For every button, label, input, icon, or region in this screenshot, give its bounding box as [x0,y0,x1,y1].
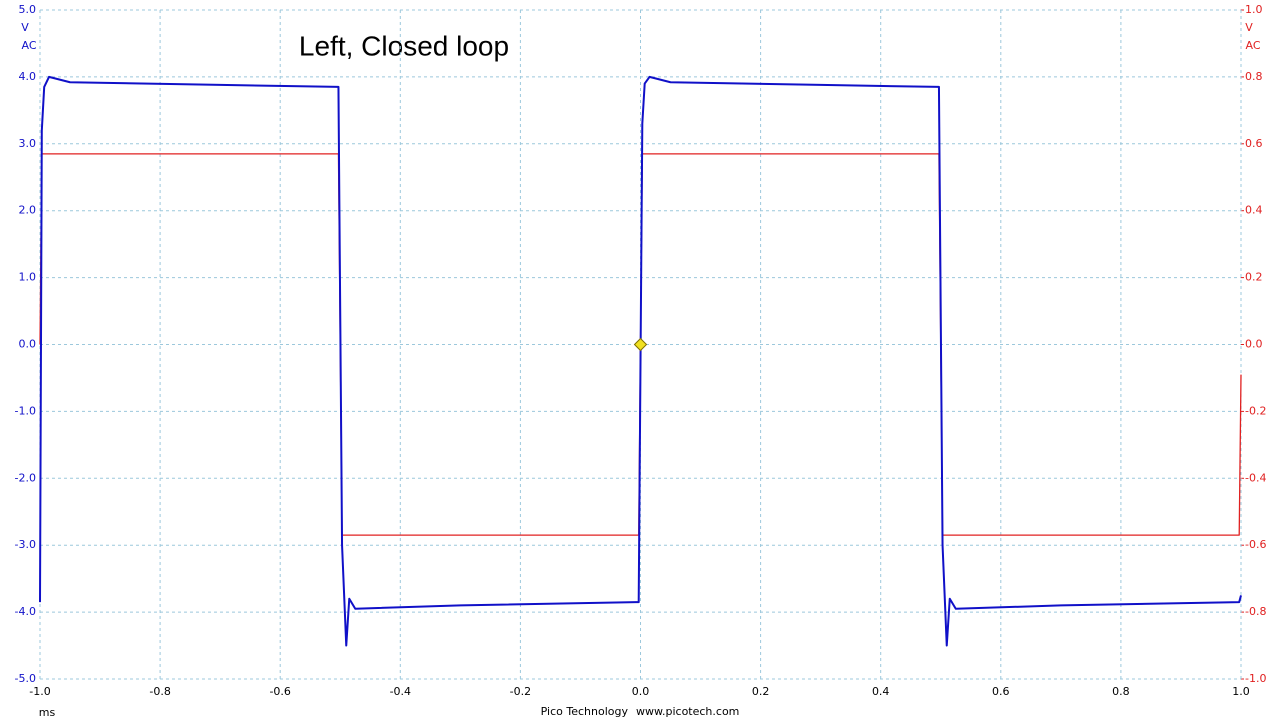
y2-tick-label: 0.4 [1245,204,1263,217]
chart-title: Left, Closed loop [299,30,509,61]
x-tick-label: 0.2 [752,685,770,698]
x-tick-label: -0.2 [510,685,531,698]
y2-tick-label: -0.6 [1245,538,1266,551]
y-unit: V [21,21,29,34]
y-tick-label: -2.0 [15,471,36,484]
x-unit: ms [39,706,56,719]
y2-tick-label: 0.0 [1245,338,1263,351]
y-tick-label: 4.0 [19,70,37,83]
y2-coupling: AC [1245,39,1260,52]
y2-tick-label: 0.2 [1245,271,1263,284]
x-tick-label: -0.4 [390,685,411,698]
x-tick-label: 0.4 [872,685,890,698]
x-tick-label: -1.0 [29,685,50,698]
y-tick-label: 0.0 [19,338,37,351]
y-tick-label: -4.0 [15,605,36,618]
y2-tick-label: -0.2 [1245,404,1266,417]
y2-unit: V [1245,21,1253,34]
y2-tick-label: -0.8 [1245,605,1266,618]
y2-tick-label: -1.0 [1245,672,1266,685]
y2-tick-label: 0.8 [1245,70,1263,83]
x-tick-label: 0.8 [1112,685,1130,698]
y2-tick-label: -0.4 [1245,471,1266,484]
y-tick-label: 5.0 [19,3,37,16]
y-tick-label: 3.0 [19,137,37,150]
y-tick-label: -1.0 [15,404,36,417]
x-tick-label: -0.8 [149,685,170,698]
y-tick-label: 2.0 [19,204,37,217]
x-tick-label: 0.6 [992,685,1010,698]
x-tick-label: 0.0 [632,685,650,698]
y-tick-label: -5.0 [15,672,36,685]
y-tick-label: -3.0 [15,538,36,551]
trigger-marker [633,337,648,352]
y2-tick-label: 0.6 [1245,137,1263,150]
x-tick-label: 1.0 [1232,685,1250,698]
footer: Pico Technology [541,705,629,718]
y2-tick-label: 1.0 [1245,3,1263,16]
y-coupling: AC [21,39,36,52]
y-tick-label: 1.0 [19,271,37,284]
series-line [39,75,1242,647]
x-tick-label: -0.6 [269,685,290,698]
footer-url: www.picotech.com [636,705,739,718]
